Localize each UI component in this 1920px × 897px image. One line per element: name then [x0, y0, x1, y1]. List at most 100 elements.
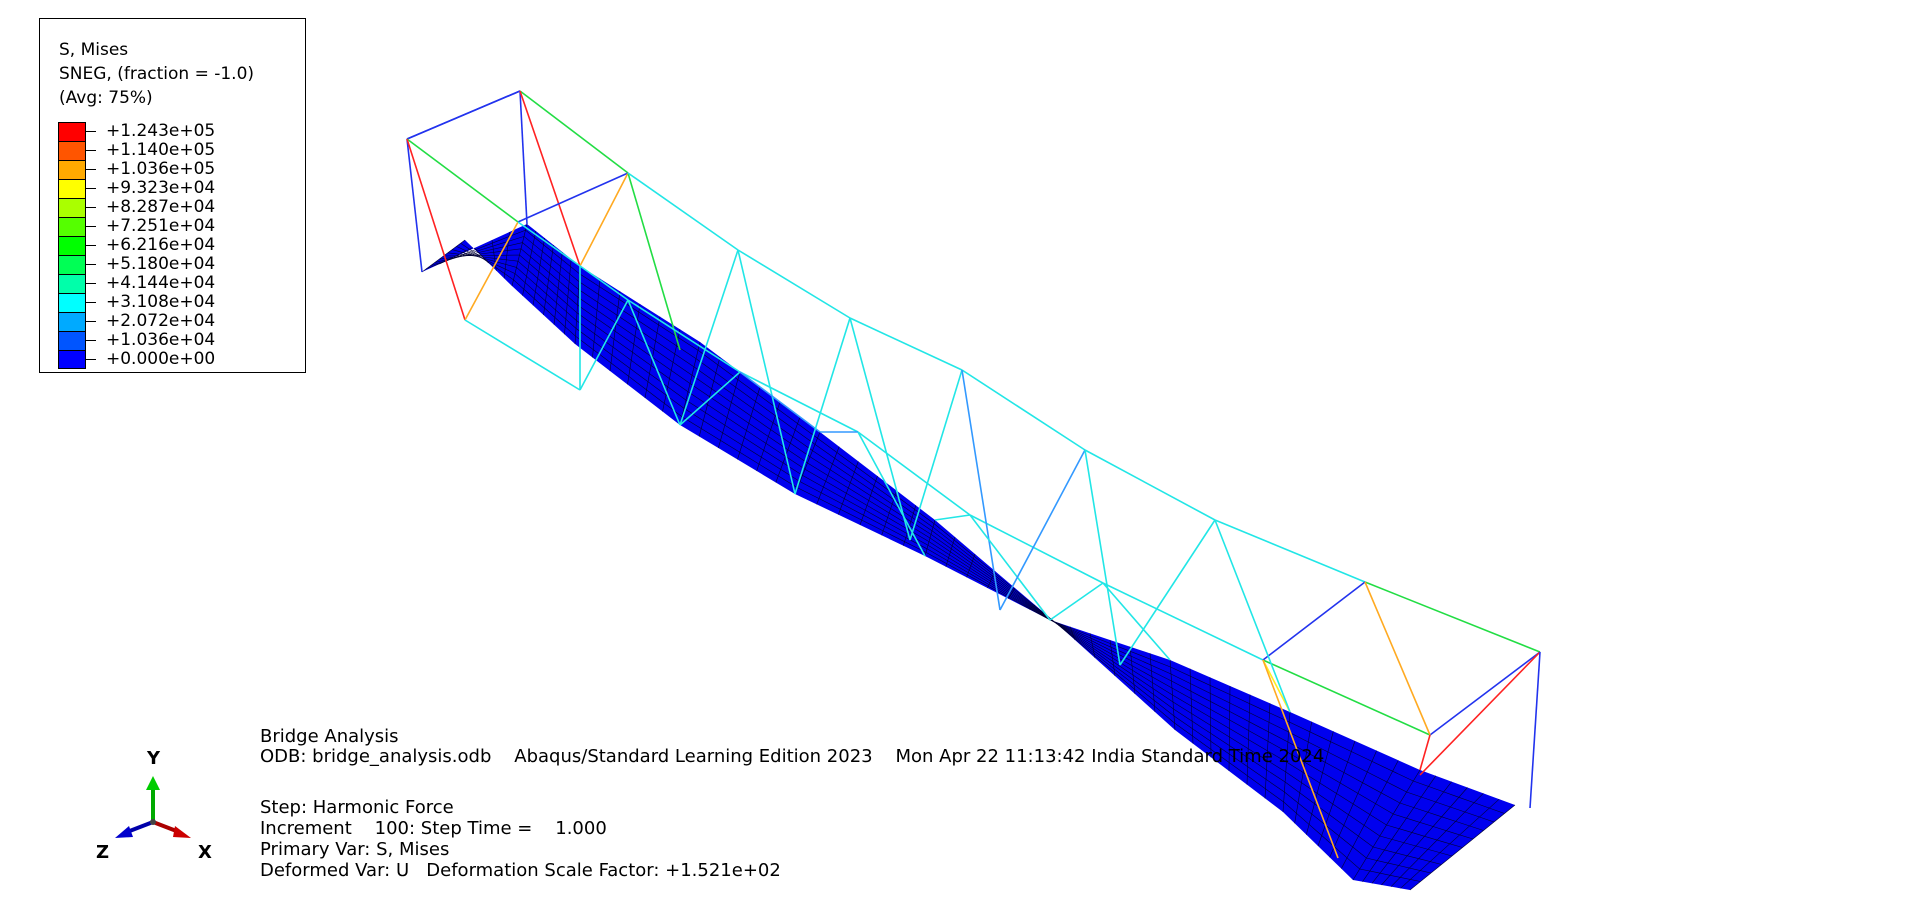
legend-tick: [86, 150, 96, 151]
truss-member: [1214, 519, 1291, 713]
legend-tick: [86, 226, 96, 227]
legend-value: +1.036e+04: [106, 330, 216, 350]
truss-member: [464, 221, 519, 321]
legend-tick: [86, 245, 96, 246]
truss-member: [406, 138, 519, 223]
axis-triad: [115, 776, 191, 838]
truss-member: [1102, 582, 1171, 661]
truss-member: [1084, 449, 1216, 521]
truss-member: [679, 371, 741, 426]
y-axis-label: Y: [147, 748, 161, 769]
legend-swatch: [58, 236, 86, 255]
truss-member: [1262, 581, 1366, 661]
truss-member: [1262, 659, 1431, 736]
legend-swatch: [58, 293, 86, 312]
mesh-line: [447, 252, 1474, 840]
truss-member: [1429, 651, 1541, 736]
legend-tick: [86, 131, 96, 132]
legend-swatch: [58, 274, 86, 293]
truss-member: [1119, 519, 1216, 666]
x-axis-arrow: [173, 826, 191, 838]
truss-member: [517, 172, 629, 223]
mesh-line: [443, 254, 1463, 848]
primary-var-info: Primary Var: S, Mises: [260, 839, 450, 860]
truss-member: [406, 138, 423, 273]
truss-member: [464, 319, 581, 391]
mesh-line: [452, 249, 1484, 831]
legend-value: +2.072e+04: [106, 311, 216, 331]
truss-member: [1049, 582, 1104, 621]
legend-value: +0.000e+00: [106, 349, 216, 369]
legend-swatch: [58, 160, 86, 179]
legend-swatch: [58, 198, 86, 217]
truss-member: [969, 514, 1104, 584]
odb-info: ODB: bridge_analysis.odb Abaqus/Standard…: [260, 746, 1325, 767]
truss-member: [1214, 519, 1366, 583]
truss-member: [849, 317, 963, 371]
legend-title: S, Mises: [59, 40, 129, 60]
legend-tick: [86, 264, 96, 265]
legend-subtitle: SNEG, (fraction = -1.0): [59, 64, 255, 84]
legend-swatch: [58, 122, 86, 141]
truss-member: [737, 249, 796, 495]
truss-member: [627, 299, 741, 373]
truss-member: [1262, 659, 1339, 859]
step-info: Step: Harmonic Force: [260, 797, 454, 818]
truss-member: [857, 431, 926, 557]
legend-value: +1.140e+05: [106, 140, 216, 160]
contour-legend: S, Mises SNEG, (fraction = -1.0) (Avg: 7…: [39, 18, 306, 373]
legend-tick: [86, 359, 96, 360]
truss-member: [737, 249, 851, 319]
truss-member: [739, 371, 821, 433]
legend-value: +7.251e+04: [106, 216, 216, 236]
legend-tick: [86, 302, 96, 303]
legend-value: +4.144e+04: [106, 273, 216, 293]
mesh-line: [439, 248, 1453, 857]
legend-tick: [86, 188, 96, 189]
legend-tick: [86, 283, 96, 284]
legend-tick: [86, 340, 96, 341]
truss-member: [999, 449, 1086, 611]
x-axis-label: X: [198, 842, 212, 863]
mesh-line: [460, 242, 1505, 814]
mesh-line: [426, 229, 1421, 882]
truss-member: [961, 369, 1086, 451]
truss-member: [519, 90, 581, 267]
truss-member: [679, 249, 739, 426]
legend-value: +1.036e+05: [106, 159, 216, 179]
legend-swatch: [58, 331, 86, 350]
truss-member: [519, 90, 528, 225]
truss-member: [627, 172, 739, 251]
legend-swatch: [58, 217, 86, 236]
mesh-line: [430, 236, 1432, 874]
deformed-var-info: Deformed Var: U Deformation Scale Factor…: [260, 860, 781, 881]
truss-member: [517, 221, 629, 301]
truss-member: [627, 172, 681, 351]
truss-member: [934, 514, 971, 521]
legend-swatch: [58, 255, 86, 274]
legend-value: +3.108e+04: [106, 292, 216, 312]
z-axis-line: [126, 820, 154, 834]
model-title: Bridge Analysis: [260, 726, 399, 747]
legend-value: +9.323e+04: [106, 178, 216, 198]
z-axis-arrow: [115, 826, 133, 838]
truss-member: [1419, 734, 1431, 771]
truss-member: [1529, 651, 1541, 809]
truss-member: [1364, 581, 1541, 653]
deck-mesh: [421, 223, 1516, 891]
mesh-line: [456, 246, 1495, 823]
truss-member: [961, 369, 1001, 611]
legend-tick: [86, 321, 96, 322]
truss-member: [579, 172, 629, 267]
truss-member: [794, 317, 851, 495]
z-axis-label: Z: [96, 842, 110, 863]
truss-member: [579, 299, 629, 391]
truss-member: [406, 138, 466, 321]
truss-member: [909, 369, 963, 541]
legend-value: +8.287e+04: [106, 197, 216, 217]
truss-member: [1364, 581, 1431, 736]
triad-origin: [150, 819, 156, 825]
truss-member: [857, 431, 971, 516]
truss-member: [1084, 449, 1121, 666]
